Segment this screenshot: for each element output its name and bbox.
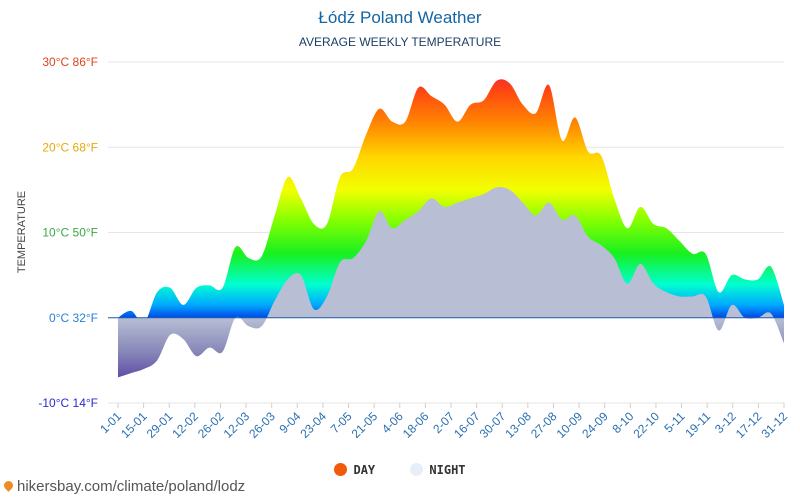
x-tick-label: 12-03 (221, 409, 253, 441)
chart-subtitle: AVERAGE WEEKLY TEMPERATURE (298, 35, 502, 49)
legend-night[interactable]: NIGHT (410, 463, 466, 477)
y-tick-label: 10°C 50°F (42, 226, 98, 240)
source-link[interactable]: hikersbay.com/climate/poland/lodz (2, 478, 246, 495)
x-tick-label: 15-01 (118, 409, 150, 441)
x-tick-label: 23-04 (297, 409, 329, 441)
location-pin-icon (2, 479, 15, 492)
x-tick-label: 17-12 (733, 409, 765, 441)
x-tick-label: 26-03 (246, 409, 278, 441)
legend-day-dot (334, 463, 348, 476)
y-tick-label: 20°C 68°F (42, 140, 98, 154)
x-tick-label: 19-11 (682, 409, 713, 440)
x-tick-label: 18-06 (400, 409, 432, 441)
x-tick-label: 16-07 (451, 409, 483, 441)
legend-day-label: DAY (353, 463, 376, 477)
x-tick-label: 12-02 (169, 409, 201, 441)
y-tick-label: 30°C 86°F (42, 55, 98, 69)
x-tick-label: 27-08 (528, 409, 560, 441)
legend: DAY NIGHT (0, 463, 800, 477)
x-tick-label: 30-07 (477, 409, 509, 441)
legend-night-dot (410, 463, 424, 476)
legend-night-label: NIGHT (429, 463, 466, 477)
y-tick-label: -10°C 14°F (38, 396, 98, 410)
day-area[interactable] (118, 79, 784, 324)
y-tick-label: 0°C 32°F (49, 311, 98, 325)
x-tick-label: 21-05 (349, 409, 381, 441)
y-axis-title: TEMPERATURE (16, 191, 28, 273)
x-tick-label: 24-09 (579, 409, 611, 441)
x-tick-label: 13-08 (502, 409, 534, 441)
source-text: hikersbay.com/climate/poland/lodz (17, 478, 246, 495)
legend-day[interactable]: DAY (334, 463, 375, 477)
x-tick-label: 10-09 (554, 409, 586, 441)
x-tick-label: 22-10 (630, 409, 662, 441)
night-shade (118, 187, 784, 378)
chart-title: Łódź Poland Weather (318, 8, 482, 27)
night-area[interactable] (118, 187, 784, 378)
x-tick-label: 31-12 (759, 409, 791, 441)
x-tick-label: 26-02 (195, 409, 227, 441)
x-tick-label: 29-01 (144, 409, 176, 441)
